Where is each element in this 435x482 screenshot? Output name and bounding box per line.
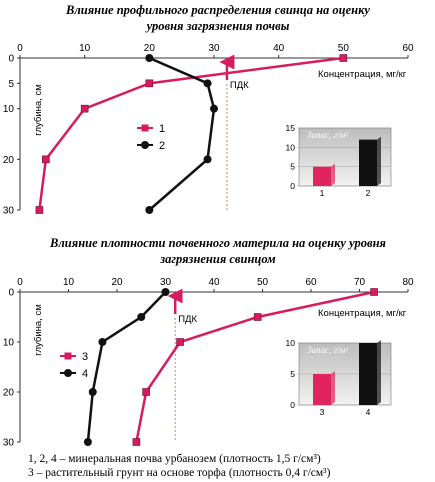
chart1-inset-bar-1	[313, 166, 331, 186]
chart-soil-density: Влияние плотности почвенного материла на…	[3, 236, 414, 449]
chart2-y-tick-label: 0	[8, 288, 14, 299]
chart1-pdk-label: ПДК	[230, 80, 249, 91]
chart2-pdk-label: ПДК	[178, 314, 197, 325]
chart2-x-tick-label: 50	[257, 277, 269, 288]
chart2-inset-y-tick-label: 0	[290, 400, 295, 410]
chart1-series-2-point	[210, 104, 218, 113]
chart2-y-tick-label: 20	[3, 388, 15, 399]
chart1-x-tick-label: 30	[208, 43, 220, 54]
chart2-inset-y-tick-label: 5	[290, 369, 295, 379]
chart1-inset-x-label-1: 1	[320, 188, 325, 198]
chart2-x-tick-label: 30	[160, 277, 172, 288]
chart2-y-tick-label: 30	[3, 438, 15, 449]
chart2-legend-label-4: 4	[82, 368, 88, 380]
chart1-y-axis-label: глубина, см	[33, 84, 44, 136]
chart2-series-4-line	[86, 291, 167, 443]
chart2-inset-bar-3	[313, 374, 331, 405]
chart2-inset-bar-side	[377, 340, 381, 405]
chart2-series-3-point	[370, 288, 378, 296]
chart1-legend-marker-2	[141, 141, 149, 149]
chart1-y-tick-label: 10	[3, 104, 15, 115]
chart1-inset-x-label-2: 2	[366, 188, 371, 198]
chart2-inset-x-label-4: 4	[366, 407, 371, 417]
chart2-series-4-point	[98, 338, 107, 346]
chart2-x-tick-label: 0	[17, 277, 23, 288]
chart1-inset-y-tick-label: 10	[286, 142, 296, 152]
chart1-series-1-point	[145, 79, 154, 88]
chart1-series-1-point	[339, 54, 348, 62]
chart2-x-tick-label: 70	[354, 277, 366, 288]
chart2-x-tick-label: 60	[305, 277, 317, 288]
chart2-title-line1: Влияние плотности почвенного материла на…	[49, 236, 386, 250]
chart1-inset-bar-2	[359, 139, 377, 186]
chart1-x-tick-label: 0	[17, 43, 23, 54]
chart1-series-1-point	[80, 104, 89, 113]
chart1-legend-label-1: 1	[159, 123, 165, 135]
chart1-series-2-point	[203, 79, 212, 88]
chart2-x-axis-label: Концентрация, мг/кг	[318, 308, 407, 319]
chart2-inset-y-tick-label: 10	[286, 338, 296, 348]
chart2-inset-x-label-3: 3	[320, 407, 325, 417]
chart2-title-line2: загрязнения свинцом	[159, 252, 276, 266]
chart2-series-3-point	[253, 313, 262, 321]
chart1-x-tick-label: 10	[79, 43, 91, 54]
chart2-series-4-point	[137, 313, 146, 321]
chart2-legend-label-3: 3	[82, 351, 88, 363]
chart1-x-axis-label: Концентрация, мг/кг	[318, 69, 407, 80]
chart2-inset-bar-4	[359, 343, 377, 405]
chart1-y-tick-label: 0	[8, 54, 14, 65]
chart2-series-3-point	[142, 388, 150, 396]
chart1-x-tick-label: 20	[144, 43, 156, 54]
chart1-y-tick-label: 30	[3, 206, 15, 217]
chart2-series-4-point	[83, 438, 92, 446]
chart1-y-tick-label: 20	[3, 155, 15, 166]
chart1-legend-marker-1	[141, 124, 149, 132]
chart2-x-tick-label: 40	[208, 277, 220, 288]
chart2-series-3-point	[132, 438, 141, 446]
chart1-y-tick-label: 5	[8, 79, 14, 90]
chart1-x-tick-label: 60	[402, 43, 414, 54]
chart1-series-1-point	[35, 206, 44, 214]
chart1-series-1-point	[42, 155, 50, 164]
chart2-y-tick-label: 10	[3, 338, 15, 349]
chart2-legend-marker-3	[64, 352, 72, 360]
chart1-x-tick-label: 50	[338, 43, 350, 54]
chart1-x-tick-label: 40	[273, 43, 285, 54]
chart1-inset-bar-side	[331, 163, 335, 186]
chart2-x-tick-label: 10	[63, 277, 75, 288]
chart2-inset-bar-side	[331, 371, 335, 405]
chart1-inset-bar-side	[377, 136, 381, 186]
chart-profile-distribution: Влияние профильного распределения свинца…	[3, 3, 414, 217]
chart1-series-1-line	[38, 56, 344, 211]
chart1-legend-label-2: 2	[159, 140, 165, 152]
chart1-title-line2: уровня загрязнения почвы	[145, 19, 290, 33]
chart1-series-2-point	[145, 54, 154, 62]
footnote-line1: 1, 2, 4 – минеральная почва урбанозем (п…	[28, 453, 321, 465]
chart1-inset-y-tick-label: 0	[290, 181, 295, 191]
chart2-series-4-point	[161, 288, 170, 296]
chart2-y-axis-label: глубина, см	[33, 304, 44, 356]
chart1-inset-y-tick-label: 15	[286, 123, 296, 133]
footnote-line2: 3 – растительный грунт на основе торфа (…	[28, 467, 331, 479]
chart1-inset-y-tick-label: 5	[290, 162, 295, 172]
chart2-inset-title: Запас, г/м²	[307, 345, 348, 355]
chart2-series-3-point	[176, 338, 184, 346]
chart2-x-tick-label: 80	[402, 277, 414, 288]
chart1-inset-title: Запас, г/м²	[307, 130, 348, 140]
chart2-legend-marker-4	[64, 369, 72, 377]
chart1-series-2-point	[203, 155, 212, 164]
chart1-series-2-point	[145, 206, 154, 214]
chart1-title-line1: Влияние профильного распределения свинца…	[65, 3, 370, 17]
chart2-series-4-point	[88, 388, 97, 396]
chart2-x-tick-label: 20	[111, 277, 123, 288]
